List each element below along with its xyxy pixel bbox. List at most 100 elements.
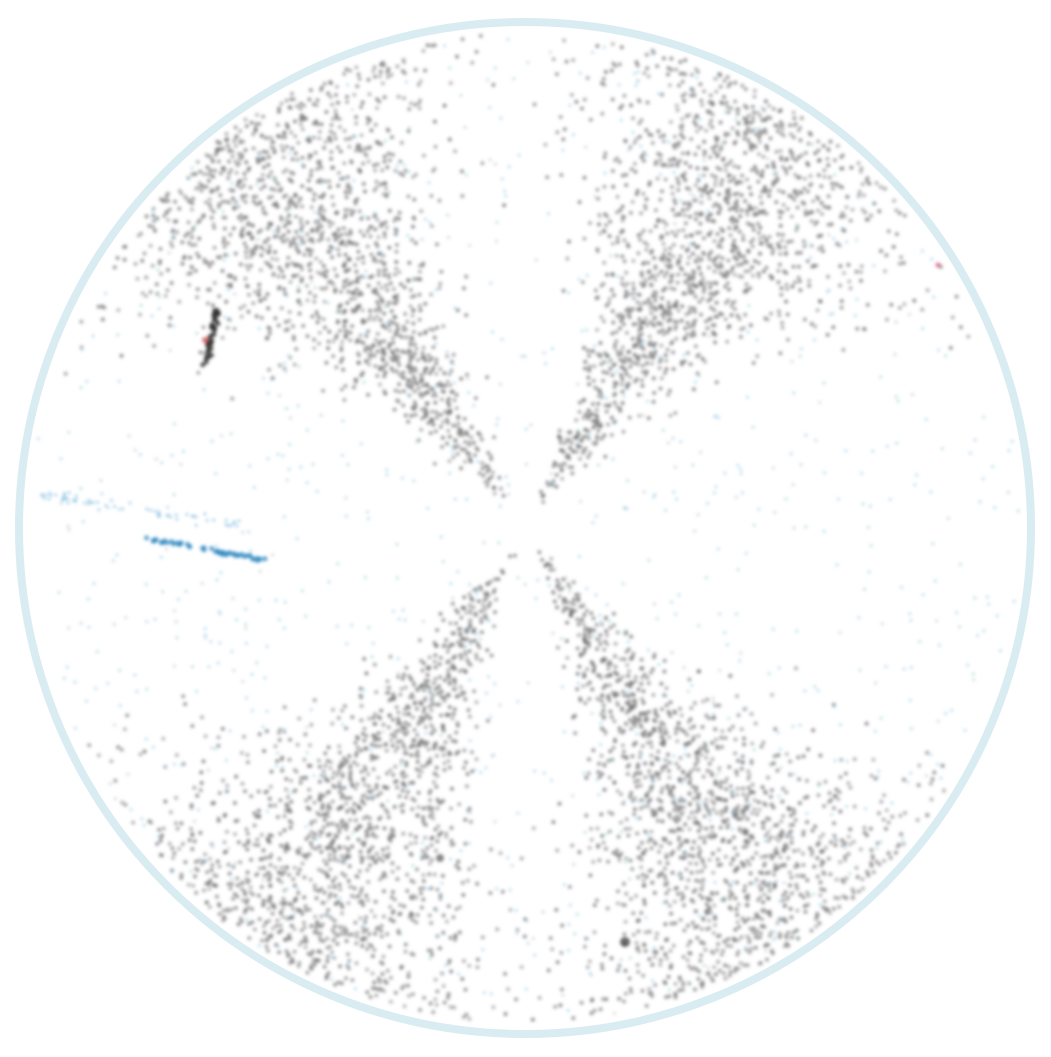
gray-dot (669, 278, 674, 283)
gray-dot (819, 244, 824, 249)
gray-dot (615, 156, 620, 161)
gray-dot (718, 148, 723, 153)
gray-dot (227, 871, 232, 876)
gray-dot (864, 179, 869, 184)
gray-dot (239, 232, 244, 237)
gray-dot (826, 274, 830, 279)
gray-dot (480, 935, 485, 940)
gray-dot (709, 118, 714, 123)
gray-dot (453, 739, 458, 744)
gray-dot (429, 952, 434, 957)
gray-dot (668, 305, 673, 310)
gray-dot (239, 314, 244, 319)
gray-dot (380, 168, 385, 173)
gray-dot (792, 811, 797, 816)
gray-dot (468, 621, 473, 626)
gray-dot (748, 120, 753, 125)
gray-dot (493, 610, 497, 615)
gray-dot (397, 399, 401, 404)
gray-dot (661, 219, 666, 224)
gray-dot (570, 471, 575, 476)
gray-dot (344, 67, 349, 72)
gray-dot (340, 793, 345, 798)
gray-dot (644, 128, 649, 133)
gray-dot (859, 278, 863, 283)
gray-dot (316, 758, 321, 763)
gray-dot (333, 108, 338, 113)
gray-dot (342, 71, 347, 76)
gray-dot (754, 212, 759, 217)
gray-dot (442, 698, 447, 703)
gray-dot (372, 980, 377, 985)
gray-dot (592, 364, 597, 369)
gray-dot (812, 864, 817, 869)
gray-dot (732, 307, 737, 312)
gray-dot (852, 804, 857, 809)
gray-dot (326, 91, 331, 96)
gray-dot (723, 284, 728, 289)
gray-dot (292, 362, 297, 367)
gray-dot (292, 865, 297, 870)
gray-dot (393, 353, 398, 358)
gray-dot (674, 103, 679, 108)
gray-dot (666, 258, 671, 263)
gray-dot (364, 893, 369, 898)
gray-dot (388, 999, 393, 1004)
gray-dot (264, 920, 269, 925)
gray-dot (343, 384, 348, 388)
gray-dot (582, 175, 587, 180)
gray-dot (657, 330, 662, 334)
gray-dot (501, 570, 505, 575)
gray-dot (284, 144, 289, 149)
gray-dot (673, 995, 678, 1000)
gray-dot (633, 343, 638, 348)
gray-dot (377, 304, 381, 309)
gray-dot (703, 359, 708, 364)
gray-dot (255, 837, 260, 842)
gray-dot (366, 146, 371, 151)
gray-dot (356, 72, 361, 77)
gray-dot (378, 318, 383, 322)
gray-dot (232, 326, 237, 331)
gray-dot (602, 260, 607, 265)
gray-dot (790, 156, 795, 161)
gray-dot (384, 362, 389, 366)
gray-dot (702, 332, 707, 337)
gray-dot (434, 741, 438, 746)
gray-dot (261, 247, 266, 252)
gray-dot (429, 699, 434, 703)
gray-dot (616, 352, 621, 357)
gray-dot (821, 144, 826, 148)
gray-dot (430, 393, 435, 398)
gray-dot (676, 308, 681, 313)
gray-dot (631, 296, 636, 301)
gray-dot (660, 328, 665, 333)
gray-dot (619, 349, 624, 354)
gray-dot (456, 444, 461, 449)
gray-dot (326, 802, 331, 807)
gray-dot (709, 249, 714, 254)
gray-dot (235, 134, 239, 138)
gray-dot (650, 321, 655, 326)
gray-dot (695, 801, 700, 806)
gray-dot (418, 308, 423, 313)
gray-dot (276, 109, 281, 114)
gray-dot (385, 786, 390, 790)
gray-dot (571, 1016, 576, 1021)
gray-dot (416, 805, 421, 810)
gray-dot (582, 97, 587, 102)
gray-dot (795, 193, 799, 197)
gray-dot (435, 989, 440, 994)
gray-dot (434, 784, 439, 789)
gray-dot (342, 925, 347, 930)
gray-dot (379, 142, 383, 147)
gray-dot (595, 187, 600, 192)
gray-dot (363, 146, 368, 151)
gray-dot (473, 453, 477, 458)
gray-dot (278, 188, 283, 193)
gray-dot (267, 244, 272, 249)
gray-dot (300, 184, 305, 189)
gray-dot (857, 189, 862, 194)
gray-dot (675, 319, 680, 324)
gray-dot (755, 812, 759, 817)
